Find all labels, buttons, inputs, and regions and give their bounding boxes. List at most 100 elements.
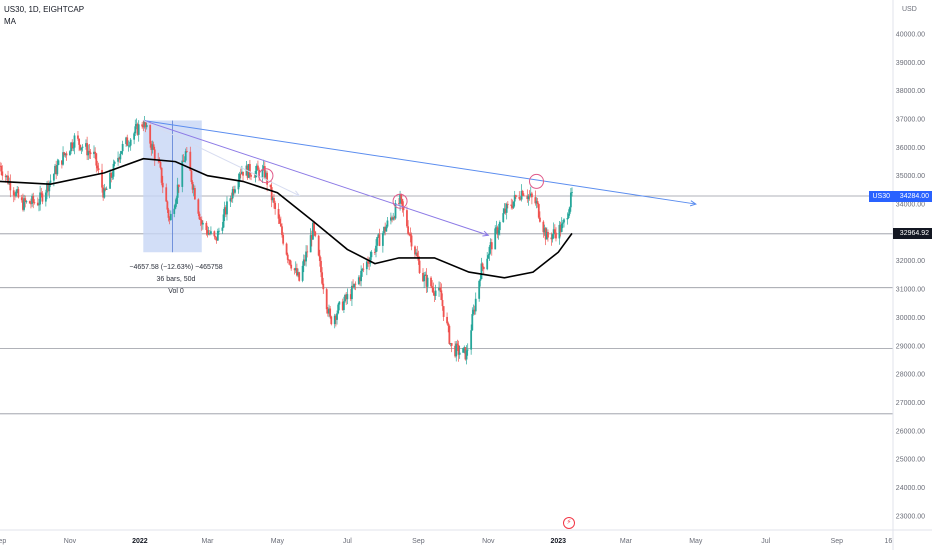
candle-body [426,277,429,287]
candle-body [4,175,7,178]
candle-body [62,152,64,165]
candle-body [224,207,227,215]
time-tick: Mar [201,538,214,545]
trendline-arrowhead [482,230,490,237]
candle-body [478,280,481,299]
candle-body [552,229,555,235]
candle-body [297,272,299,276]
candle-body [406,210,408,227]
candle-body [97,168,100,170]
candle-body [471,314,474,331]
candle-body [470,330,473,350]
candle-body [302,259,305,266]
candle-body [321,272,324,284]
candle-body [563,219,565,223]
candle-body [9,181,12,191]
candle-body [528,195,531,197]
candle-body [5,175,8,178]
candle-body [537,204,540,218]
candle-body [253,176,256,178]
candle-body [16,189,19,192]
candle-body [480,263,483,280]
candle-body [277,209,280,219]
candle-body [207,232,210,235]
candle-body [526,195,529,200]
candle-body [269,184,272,188]
candle-body [353,283,356,288]
candle-body [352,285,354,288]
candle-body [168,217,171,221]
candle-body [52,174,55,181]
candle-body [457,345,460,355]
candle-body [152,144,155,150]
candle-body [454,345,456,357]
price-tick: 37000.00 [896,117,925,124]
lightning-icon[interactable]: ⚡ [563,517,575,529]
candle-body [85,143,87,147]
time-tick: Jul [343,538,352,545]
candle-body [104,188,107,190]
candle-body [120,151,123,154]
price-tick: 34000.00 [896,202,925,209]
candle-body [72,147,75,149]
candle-body [86,143,89,156]
trendline [143,119,489,236]
candle-body [190,170,193,182]
price-tick: 26000.00 [896,428,925,435]
candle-body [320,260,322,273]
candle-body [109,172,111,189]
candle-body [127,145,130,147]
price-tick: 27000.00 [896,400,925,407]
time-tick: Mar [620,538,633,545]
candle-body [262,166,265,169]
candle-body [296,268,298,276]
candle-body [535,201,538,204]
candle-body [456,343,459,346]
candle-body [129,139,132,146]
candle-body [279,223,282,227]
candle-body [221,227,224,231]
candle-body [333,315,336,325]
candle-body [31,195,33,204]
candle-body [393,217,396,219]
candle-body [184,151,187,161]
candle-body [61,160,63,165]
candle-body [136,124,139,135]
candle-body [312,222,314,240]
candle-body [185,151,188,152]
candle-body [569,192,572,208]
candle-body [294,268,297,271]
candle-body [495,227,498,229]
candle-body [174,203,177,209]
candle-body [249,164,251,176]
candle-body [273,197,275,203]
candle-body [105,188,108,190]
candle-body [365,261,368,270]
trendline [143,120,300,197]
candle-body [81,146,84,148]
candle-body [398,203,400,204]
candle-body [531,193,533,198]
candle-body [326,309,329,314]
candle-body [161,182,164,188]
candle-body [322,283,325,290]
candle-body [534,197,537,204]
candle-body [263,166,266,178]
candle-body [77,135,79,139]
candle-body [438,287,440,291]
candle-body [423,275,426,282]
candle-body [125,137,127,144]
candle-body [505,203,508,213]
candle-body [301,265,304,281]
candle-body [386,220,389,227]
candle-body [36,202,39,206]
candle-body [191,181,194,190]
candle-body [368,263,371,264]
candle-body [151,144,154,150]
candle-body [504,208,507,213]
candle-body [381,233,384,246]
candle-body [472,309,475,315]
candle-body [205,222,208,231]
candle-body [223,207,226,215]
